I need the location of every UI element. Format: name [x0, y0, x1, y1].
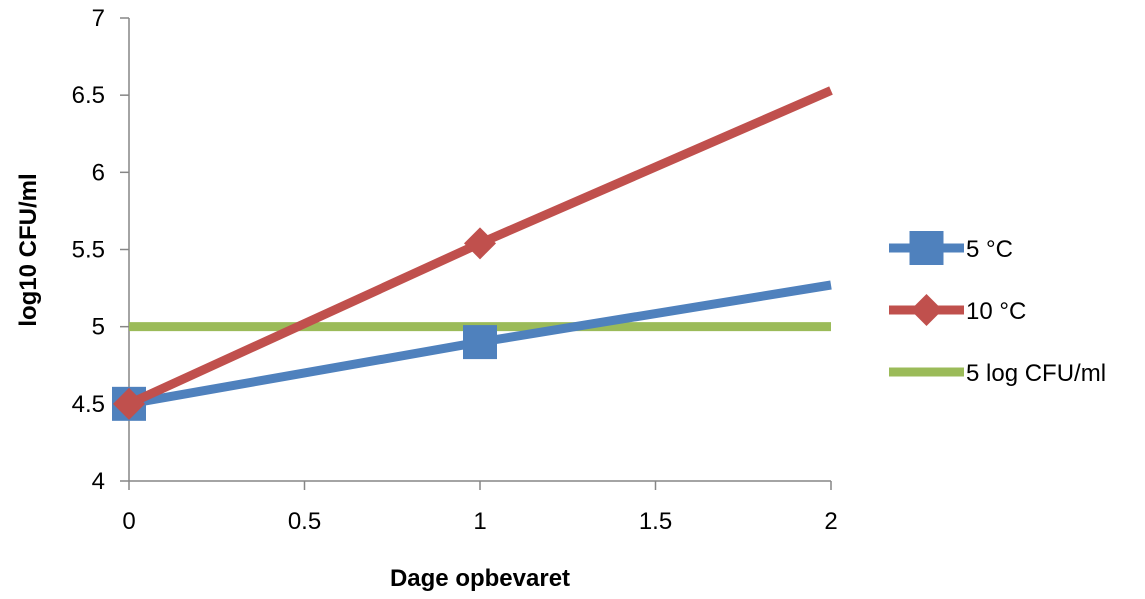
y-tick-label: 7 [92, 5, 105, 32]
legend-marker [910, 294, 943, 326]
legend-item: 5 log CFU/ml [889, 360, 1106, 387]
x-tick-label: 1 [473, 508, 486, 535]
y-tick-label: 5 [92, 314, 105, 341]
y-tick-label: 6.5 [72, 82, 105, 109]
y-axis-title: log10 CFU/ml [15, 173, 42, 326]
legend-item: 5 °C [889, 231, 1013, 265]
x-tick-label: 2 [824, 508, 837, 535]
x-axis-title: Dage opbevaret [390, 565, 570, 592]
x-tick-label: 1.5 [639, 508, 672, 535]
y-tick-label: 4 [92, 468, 105, 495]
x-tick-label: 0 [122, 508, 135, 535]
data-point [463, 325, 497, 360]
x-tick-label: 0.5 [288, 508, 321, 535]
y-tick-label: 5.5 [72, 237, 105, 264]
data-point [464, 227, 496, 260]
legend-item: 10 °C [889, 294, 1026, 326]
series-0 [112, 280, 832, 421]
legend-label: 5 °C [966, 236, 1013, 263]
series-group [112, 86, 833, 421]
y-tick-label: 6 [92, 159, 105, 186]
axes: 4 4.5 5 5.5 6 6.5 7 0 0.5 1 1.5 2 [72, 5, 838, 535]
legend: 5 °C 10 °C 5 log CFU/ml [889, 231, 1106, 387]
legend-label: 5 log CFU/ml [966, 360, 1106, 387]
legend-marker [909, 231, 944, 265]
data-point [113, 387, 145, 420]
y-tick-label: 4.5 [72, 391, 105, 418]
legend-label: 10 °C [966, 298, 1026, 325]
series-1 [113, 86, 833, 420]
